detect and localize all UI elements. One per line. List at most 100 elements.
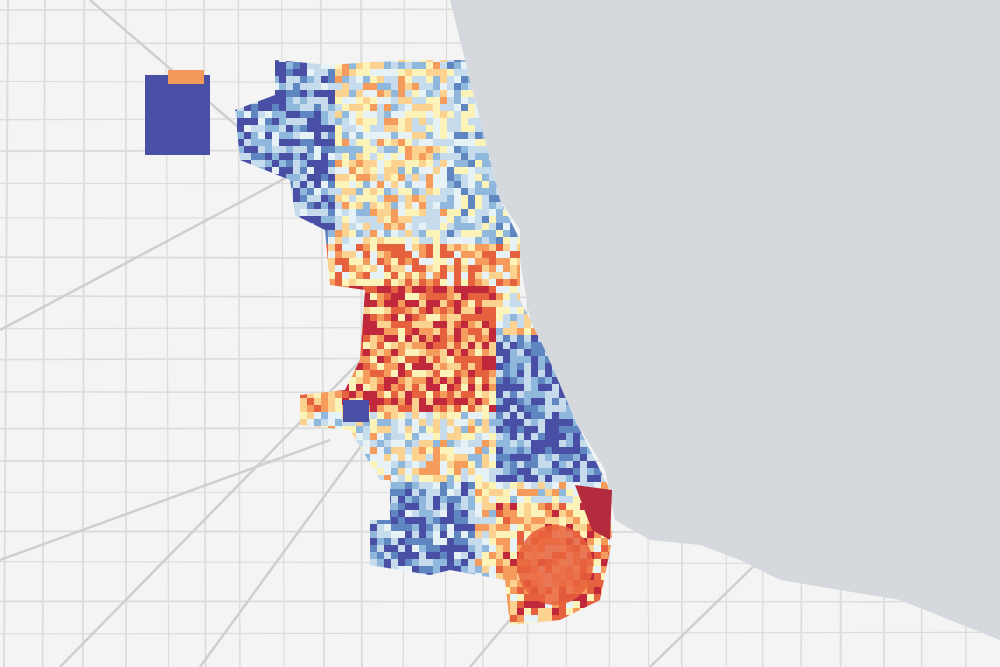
block	[342, 69, 350, 77]
block	[384, 454, 392, 462]
block	[321, 62, 329, 70]
block	[398, 531, 406, 539]
block	[482, 412, 490, 420]
block	[496, 237, 504, 245]
block	[391, 307, 399, 315]
block	[461, 307, 469, 315]
block	[300, 153, 308, 161]
block	[552, 468, 560, 476]
block	[391, 139, 399, 147]
block	[433, 559, 441, 567]
block	[419, 195, 427, 203]
block	[398, 559, 406, 567]
block	[363, 293, 371, 301]
block	[293, 97, 301, 105]
block	[440, 503, 448, 511]
block	[356, 384, 364, 392]
block	[391, 181, 399, 189]
block	[356, 230, 364, 238]
block	[489, 391, 497, 399]
block	[398, 545, 406, 553]
block	[384, 391, 392, 399]
block	[377, 160, 385, 168]
block	[587, 580, 595, 588]
block	[300, 139, 308, 147]
block	[370, 531, 378, 539]
block	[461, 524, 469, 532]
block	[398, 60, 406, 63]
block	[398, 111, 406, 119]
block	[391, 195, 399, 203]
block	[447, 265, 455, 273]
block	[405, 174, 413, 182]
block	[552, 391, 560, 399]
block	[447, 167, 455, 175]
block	[370, 384, 378, 392]
block	[377, 398, 385, 406]
block	[398, 230, 406, 238]
block	[419, 475, 427, 483]
block	[412, 202, 420, 210]
block	[370, 307, 378, 315]
block	[517, 454, 525, 462]
block	[419, 461, 427, 469]
block	[475, 468, 483, 476]
block	[426, 356, 434, 364]
block	[419, 356, 427, 364]
block	[293, 90, 301, 98]
block	[447, 517, 455, 525]
block	[398, 433, 406, 441]
block	[377, 559, 385, 567]
block	[419, 538, 427, 546]
block	[419, 412, 427, 420]
block	[244, 153, 252, 161]
block	[433, 209, 441, 217]
block	[377, 517, 385, 525]
block	[398, 69, 406, 77]
block	[510, 475, 518, 483]
block	[433, 223, 441, 231]
block	[433, 566, 441, 574]
block	[475, 160, 483, 168]
block	[468, 419, 476, 427]
block	[482, 202, 490, 210]
block	[524, 496, 532, 504]
block	[440, 342, 448, 350]
block	[412, 307, 420, 315]
block	[370, 538, 378, 546]
block	[258, 139, 266, 147]
block	[468, 447, 476, 455]
block	[468, 384, 476, 392]
block	[412, 559, 420, 567]
block	[559, 608, 567, 616]
block	[433, 230, 441, 238]
block	[538, 433, 546, 441]
block	[454, 293, 462, 301]
block	[447, 524, 455, 532]
block	[489, 279, 497, 287]
block	[447, 538, 455, 546]
block	[286, 146, 294, 154]
block	[314, 167, 322, 175]
block	[510, 573, 518, 581]
block	[454, 454, 462, 462]
block	[391, 531, 399, 539]
block	[475, 412, 483, 420]
block	[433, 468, 441, 476]
block	[377, 104, 385, 112]
block	[496, 321, 504, 329]
block	[398, 216, 406, 224]
block	[384, 202, 392, 210]
block	[496, 538, 504, 546]
block	[461, 111, 469, 119]
block	[314, 125, 322, 133]
block	[566, 440, 574, 448]
block	[335, 146, 343, 154]
block	[279, 167, 287, 175]
block	[398, 83, 406, 91]
block	[433, 202, 441, 210]
block	[447, 160, 455, 168]
block	[363, 384, 371, 392]
block	[454, 167, 462, 175]
block	[377, 426, 385, 434]
